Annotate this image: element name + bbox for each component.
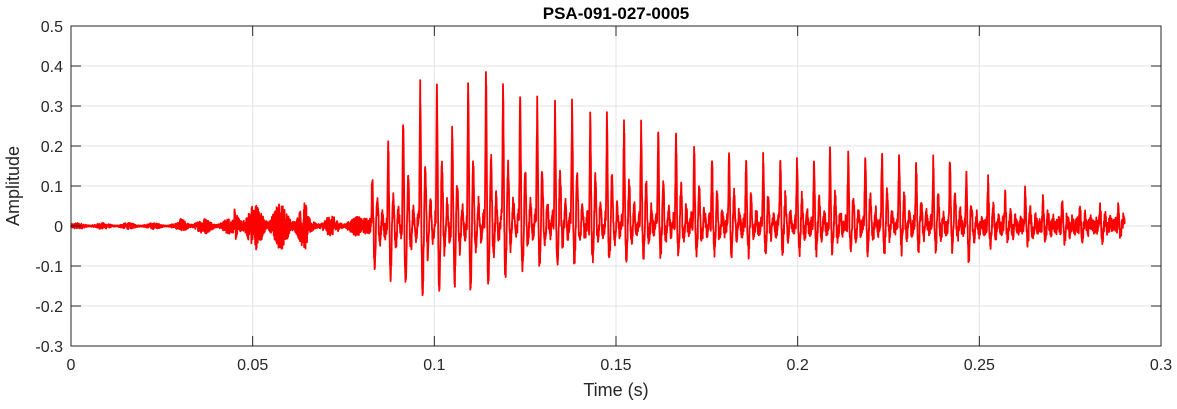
signal-trace [70,71,1126,297]
ticks: 0 0.05 0.1 0.15 0.2 0.25 0.3 -0.3 -0.2 -0.1 0 0.1 0.… [35,19,1172,374]
chart-title: PSA-091-027-0005 [543,4,689,23]
y-tick-label: -0.3 [35,339,63,356]
x-tick-label: 0.3 [1150,357,1172,374]
y-tick-label: 0.3 [41,99,63,116]
y-tick-label: -0.2 [35,299,63,316]
x-axis-label: Time (s) [583,380,648,400]
x-tick-label: 0.05 [237,357,268,374]
y-tick-label: 0 [54,219,63,236]
x-tick-label: 0.15 [600,357,631,374]
x-tick-label: 0 [67,357,76,374]
x-tick-label: 0.2 [787,357,809,374]
x-tick-label: 0.25 [964,357,995,374]
y-tick-label: -0.1 [35,259,63,276]
y-axis-label: Amplitude [3,146,23,226]
y-tick-label: 0.1 [41,179,63,196]
y-tick-label: 0.4 [41,59,63,76]
x-tick-label: 0.1 [423,357,445,374]
y-tick-label: 0.2 [41,139,63,156]
signal-line [70,71,1126,297]
y-tick-label: 0.5 [41,19,63,36]
